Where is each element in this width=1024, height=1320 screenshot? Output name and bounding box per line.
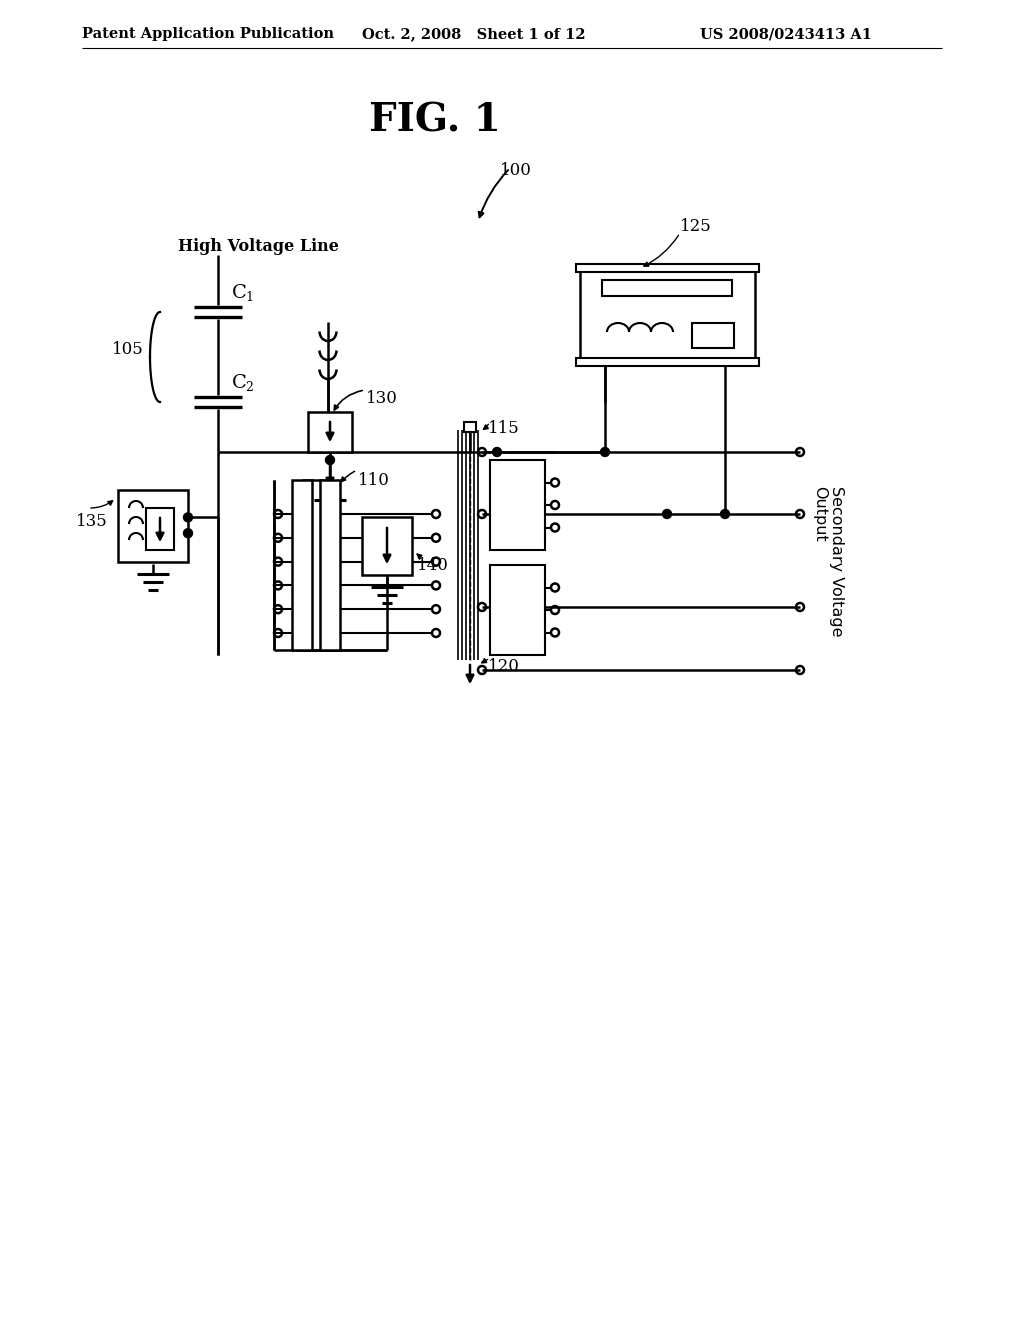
Circle shape	[663, 510, 672, 519]
Circle shape	[183, 529, 193, 537]
Text: 125: 125	[680, 218, 712, 235]
Text: 105: 105	[112, 341, 143, 358]
Circle shape	[493, 447, 502, 457]
Bar	[692, 323, 734, 348]
Bar	[490, 459, 545, 550]
Circle shape	[600, 447, 609, 457]
Text: FIG. 1: FIG. 1	[369, 102, 501, 140]
Bar	[146, 508, 174, 550]
Bar	[118, 490, 188, 562]
Text: High Voltage Line: High Voltage Line	[178, 238, 339, 255]
Text: Secondary Voltage
Output: Secondary Voltage Output	[812, 486, 845, 636]
Circle shape	[183, 513, 193, 521]
Circle shape	[326, 455, 335, 465]
Text: 110: 110	[358, 473, 390, 488]
Bar	[464, 422, 476, 432]
Text: Patent Application Publication: Patent Application Publication	[82, 26, 334, 41]
Text: 135: 135	[76, 512, 108, 529]
Bar	[319, 480, 340, 649]
Text: 1: 1	[245, 290, 253, 304]
Text: C: C	[232, 284, 247, 302]
Bar	[575, 358, 759, 366]
Text: 120: 120	[488, 657, 520, 675]
Text: US 2008/0243413 A1: US 2008/0243413 A1	[700, 26, 872, 41]
Bar	[292, 480, 312, 649]
Text: 115: 115	[488, 420, 520, 437]
Text: 140: 140	[417, 557, 449, 573]
Bar	[490, 565, 545, 655]
Bar	[602, 280, 732, 296]
Bar	[362, 517, 412, 576]
Bar	[580, 271, 755, 360]
Text: Oct. 2, 2008   Sheet 1 of 12: Oct. 2, 2008 Sheet 1 of 12	[362, 26, 586, 41]
Text: C: C	[232, 374, 247, 392]
Bar	[575, 264, 759, 272]
Bar	[308, 412, 352, 451]
Text: 2: 2	[245, 381, 253, 393]
Text: 130: 130	[366, 389, 398, 407]
Text: 100: 100	[500, 162, 531, 180]
Circle shape	[721, 510, 729, 519]
